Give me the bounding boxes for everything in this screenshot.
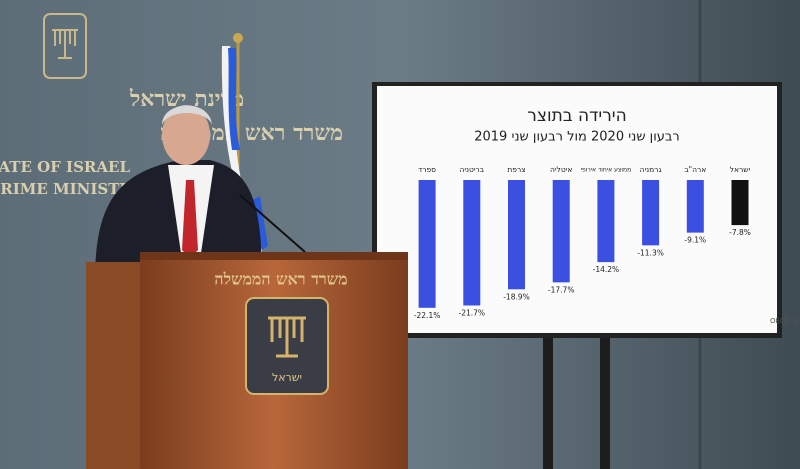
category-label: ישראל xyxy=(730,165,751,174)
category-label: ספרד xyxy=(418,165,436,174)
value-label: -18.9% xyxy=(503,292,530,301)
category-label: ארה"ב xyxy=(684,165,706,174)
screen xyxy=(377,86,777,333)
bar xyxy=(642,180,660,246)
value-label: -14.2% xyxy=(593,265,620,274)
bar xyxy=(463,180,481,306)
category-label: ממוצע איחוד אירופי xyxy=(581,167,632,174)
category-label: צרפת xyxy=(507,165,525,174)
podium-text: משרד ראש הממשלה xyxy=(214,270,347,289)
chart-source: נתונים: OECD xyxy=(770,317,800,325)
wall-text: STATE OF ISRAEL xyxy=(0,158,130,176)
speaker xyxy=(95,105,306,280)
screen-stand xyxy=(543,338,553,469)
podium-emblem-text: ישראל xyxy=(272,371,302,384)
category-label: גרמניה xyxy=(640,165,662,174)
chart: הירידה בתוצר רבעון שני 2020 מול רבעון שנ… xyxy=(414,106,800,325)
bar xyxy=(552,180,570,283)
value-label: -7.8% xyxy=(729,228,751,237)
value-label: -21.7% xyxy=(459,308,486,317)
bar xyxy=(731,180,749,226)
value-label: -17.7% xyxy=(548,285,575,294)
screen-stand xyxy=(600,338,610,469)
bar xyxy=(597,180,615,263)
podium xyxy=(86,252,408,469)
category-label: בריטניה xyxy=(459,165,484,174)
chart-title: הירידה בתוצר xyxy=(527,106,626,126)
chart-subtitle: רבעון שני 2020 מול רבעון שני 2019 xyxy=(474,130,680,145)
value-label: -11.3% xyxy=(637,248,664,257)
bar xyxy=(508,180,525,290)
bar xyxy=(686,180,704,233)
value-label: -22.1% xyxy=(414,311,441,320)
wall-emblem xyxy=(43,13,87,79)
value-label: -9.1% xyxy=(684,236,706,245)
bar xyxy=(418,180,436,308)
category-label: איטליה xyxy=(550,165,572,174)
